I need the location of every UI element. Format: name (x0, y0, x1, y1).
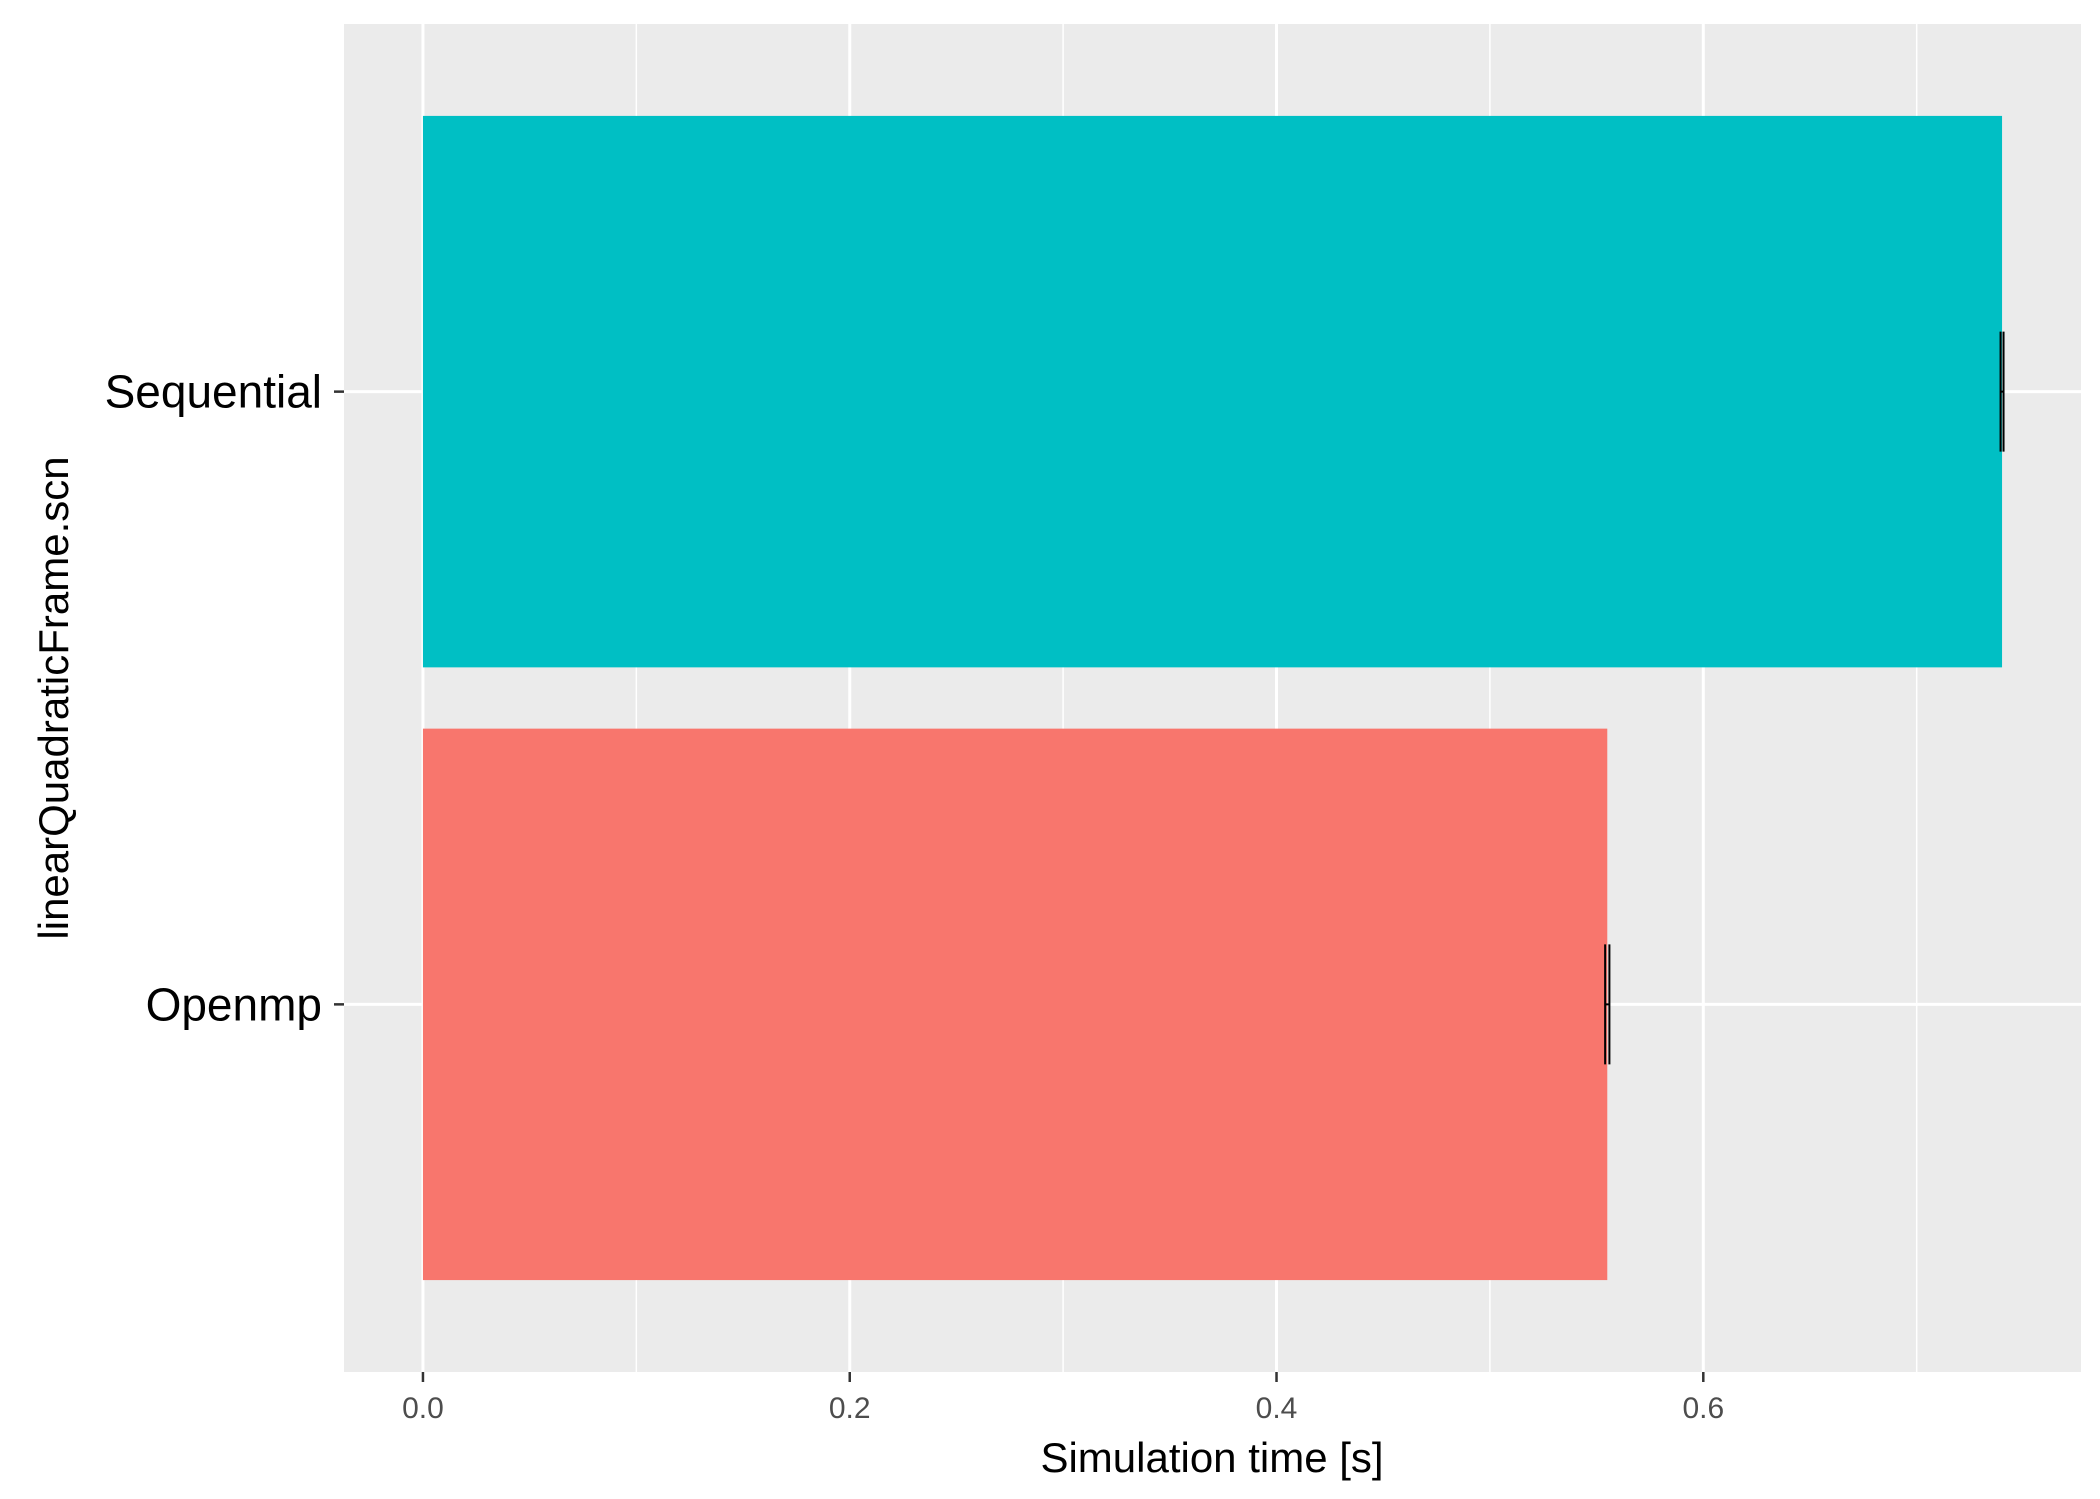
x-tick-label: 0.6 (1682, 1392, 1724, 1425)
x-tick-label: 0.0 (402, 1392, 444, 1425)
bar-sequential (422, 115, 2003, 668)
y-axis: Sequential Openmp (105, 366, 344, 1030)
x-axis-title: Simulation time [s] (1040, 1434, 1383, 1481)
y-axis-title: linearQuadraticFrame.scn (30, 456, 77, 939)
error-bars (1604, 331, 2005, 1065)
x-tick-label: 0.2 (829, 1392, 871, 1425)
bar-openmp (422, 728, 1608, 1281)
x-axis: 0.0 0.2 0.4 0.6 (402, 1372, 1724, 1425)
y-tick-label-sequential: Sequential (105, 366, 322, 418)
x-tick-label: 0.4 (1256, 1392, 1298, 1425)
bars (422, 115, 2003, 1281)
y-tick-label-openmp: Openmp (146, 978, 322, 1030)
